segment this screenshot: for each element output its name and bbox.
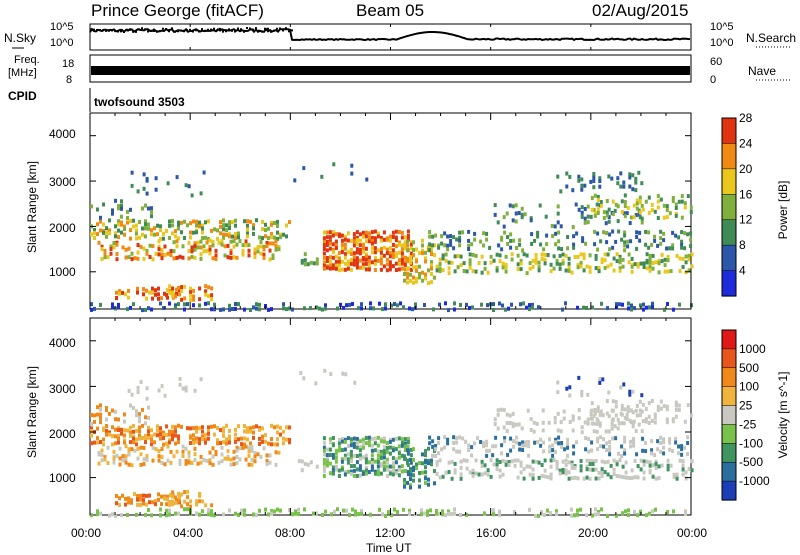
power-colorbar-swatch	[722, 143, 736, 170]
power-colorbar-tick-label: 8	[739, 238, 746, 252]
beam-title: Beam 05	[356, 1, 425, 20]
nave-tick-bottom: 0	[710, 74, 717, 86]
noise-panel-frame	[89, 23, 692, 51]
velocity-colorbar-frame	[721, 329, 737, 501]
xtick-0: 00:00	[71, 526, 102, 540]
power-colorbar-tick-label: 24	[739, 136, 753, 150]
power-colorbar-swatch	[722, 168, 736, 195]
power-colorbar-tick-label: 20	[739, 162, 753, 176]
freq-label-line1: Freq.	[14, 54, 40, 66]
power-ytick-1000: 1000	[49, 265, 76, 279]
power-colorbar-tick-label: 28	[739, 111, 753, 125]
velocity-colorbar-tick-label: -100	[739, 436, 763, 450]
power-colorbar-tick-label: 12	[739, 213, 753, 227]
power-colorbar-tick-label: 4	[739, 264, 746, 278]
nave-tick-top: 60	[710, 56, 723, 68]
velocity-colorbar-swatch	[722, 462, 736, 482]
velocity-colorbar-tick-label: 25	[739, 399, 753, 413]
noise-right-tick-bottom: 10^0	[710, 37, 734, 49]
velocity-colorbar-swatch	[722, 367, 736, 388]
velocity-ytick-3000: 3000	[49, 382, 76, 396]
xtick-4: 16:00	[476, 526, 507, 540]
freq-tick-top: 18	[62, 58, 75, 70]
velocity-panel-echoes	[90, 368, 694, 518]
freq-label-line2: [MHz]	[8, 67, 37, 79]
xaxis-label: Time UT	[366, 541, 412, 555]
velocity-ytick-1000: 1000	[49, 471, 76, 485]
velocity-colorbar-swatch	[722, 405, 736, 426]
cpid-label: CPID	[8, 89, 37, 103]
cpid-value: twofsound 3503	[94, 95, 185, 109]
xtick-1: 04:00	[173, 526, 204, 540]
power-colorbar-tick-label: 16	[739, 187, 753, 201]
noise-search-dots	[90, 27, 293, 33]
velocity-colorbar-tick-label: -1000	[739, 474, 770, 488]
velocity-colorbar-tick-label: -500	[739, 455, 763, 469]
power-ytick-2000: 2000	[49, 221, 76, 235]
xtick-6: 00:00	[677, 526, 708, 540]
velocity-ytick-4000: 4000	[49, 336, 76, 350]
noise-left-label: N.Sky	[4, 31, 37, 45]
freq-band	[91, 66, 690, 75]
station-title: Prince George (fitACF)	[91, 1, 264, 20]
velocity-colorbar-swatch	[722, 386, 736, 407]
power-colorbar-swatch	[722, 194, 736, 221]
freq-panel-frame	[89, 54, 692, 83]
velocity-colorbar-swatch	[722, 481, 736, 501]
noise-right-tick-top: 10^5	[710, 21, 734, 33]
velocity-colorbar-swatch	[722, 348, 736, 369]
power-colorbar-swatch	[722, 245, 736, 272]
noise-left-tick-top: 10^5	[50, 21, 74, 33]
velocity-ytick-2000: 2000	[49, 427, 76, 441]
velocity-colorbar-swatch	[722, 424, 736, 444]
xtick-3: 12:00	[375, 526, 406, 540]
noise-right-label: N.Search	[746, 31, 797, 45]
velocity-colorbar-swatch	[722, 443, 736, 463]
velocity-colorbar-tick-label: 500	[739, 361, 759, 375]
velocity-colorbar-tick-label: 100	[739, 380, 759, 394]
power-panel-frame	[89, 112, 692, 310]
velocity-colorbar-tick-label: -25	[739, 417, 757, 431]
xtick-2: 08:00	[275, 526, 306, 540]
xtick-5: 20:00	[578, 526, 609, 540]
power-ytick-3000: 3000	[49, 175, 76, 189]
noise-sky-line	[89, 27, 691, 42]
power-panel-echoes	[90, 162, 694, 313]
nave-label: Nave	[748, 64, 777, 78]
power-colorbar-swatch	[722, 270, 736, 297]
power-ytick-4000: 4000	[49, 127, 76, 141]
power-colorbar-swatch	[722, 219, 736, 246]
date-title: 02/Aug/2015	[592, 1, 689, 20]
noise-left-tick-bottom: 10^0	[50, 37, 74, 49]
freq-tick-bottom: 8	[66, 74, 73, 86]
power-colorbar-swatch	[722, 118, 736, 144]
velocity-colorbar-swatch	[722, 330, 736, 350]
velocity-colorbar-tick-label: 1000	[739, 342, 766, 356]
